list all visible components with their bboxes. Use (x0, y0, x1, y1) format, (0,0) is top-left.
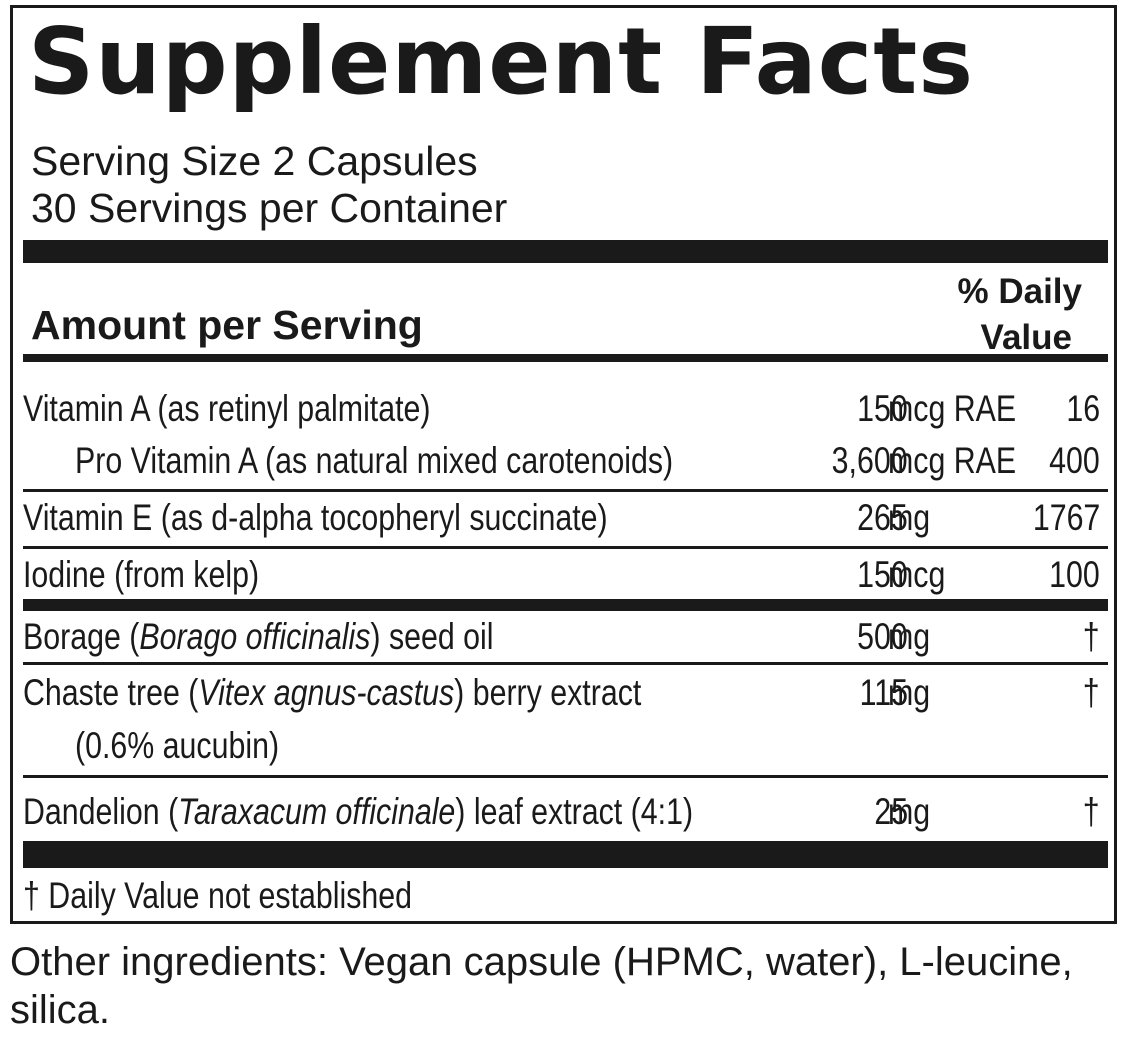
daily-value-heading-line1: % Daily (957, 272, 1083, 311)
botanical-name: Borage (Borago officinalis) seed oil (23, 616, 494, 657)
row-divider (23, 489, 1108, 492)
botanical-amount: 25 (874, 791, 908, 832)
botanical-latin-name: Vitex agnus-castus (198, 672, 455, 713)
medium-divider (23, 354, 1108, 362)
nutrient-unit: mg (888, 497, 931, 538)
botanical-amount: 500 (857, 616, 908, 657)
botanical-daily-value: † (1083, 616, 1100, 657)
servings-per-container: 30 Servings per Container (31, 185, 508, 231)
botanical-name: Dandelion (Taraxacum officinale) leaf ex… (23, 791, 694, 832)
panel-title: Supplement Facts (28, 8, 974, 115)
botanical-amount: 115 (859, 672, 908, 713)
botanical-unit: mg (888, 791, 931, 832)
row-divider (23, 662, 1108, 665)
nutrient-amount: 3,600 (832, 440, 908, 481)
daily-value-heading-line2: Value (980, 318, 1072, 357)
nutrient-name: Vitamin E (as d-alpha tocopheryl succina… (23, 497, 608, 538)
botanical-latin-name: Taraxacum officinale (178, 791, 456, 832)
botanical-unit: mg (888, 616, 931, 657)
thick-divider-mid (23, 599, 1108, 611)
daily-value-footnote: † Daily Value not established (23, 875, 413, 916)
nutrient-daily-value: 16 (1066, 388, 1100, 429)
botanical-name: Chaste tree (Vitex agnus-castus) berry e… (23, 672, 642, 713)
nutrient-unit: mcg RAE (888, 440, 1017, 481)
nutrient-daily-value: 100 (1049, 554, 1100, 595)
botanical-daily-value: † (1083, 791, 1100, 832)
nutrient-name: Pro Vitamin A (as natural mixed caroteno… (75, 440, 674, 481)
nutrient-amount: 265 (857, 497, 908, 538)
nutrient-amount: 150 (857, 388, 908, 429)
serving-size: Serving Size 2 Capsules (31, 138, 478, 184)
thick-divider-bottom (23, 841, 1108, 868)
nutrient-unit: mcg (888, 554, 946, 595)
daily-value-heading: % Daily Value (958, 269, 1083, 361)
nutrient-name: Vitamin A (as retinyl palmitate) (23, 388, 431, 429)
botanical-standardization: (0.6% aucubin) (75, 725, 280, 766)
nutrient-daily-value: 400 (1049, 440, 1100, 481)
supplement-facts-panel: Supplement Facts Serving Size 2 Capsules… (10, 5, 1117, 924)
nutrient-amount: 150 (857, 554, 908, 595)
nutrient-name: Iodine (from kelp) (23, 554, 260, 595)
other-ingredients: Other ingredients: Vegan capsule (HPMC, … (10, 940, 1073, 1032)
row-divider (23, 775, 1108, 778)
nutrient-unit: mcg RAE (888, 388, 1017, 429)
botanical-latin-name: Borago officinalis (139, 616, 371, 657)
botanical-daily-value: † (1083, 672, 1100, 713)
nutrient-daily-value: 1767 (1032, 497, 1100, 538)
amount-per-serving-heading: Amount per Serving (31, 302, 423, 348)
thick-divider-top (23, 240, 1108, 263)
row-divider (23, 546, 1108, 549)
botanical-unit: mg (888, 672, 931, 713)
